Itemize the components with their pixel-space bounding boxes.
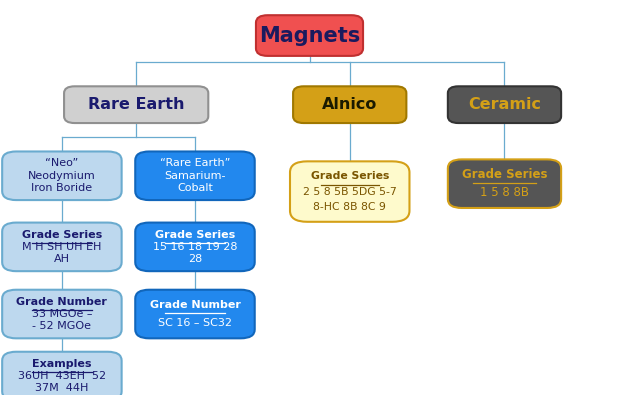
- FancyBboxPatch shape: [135, 290, 255, 338]
- Text: AH: AH: [54, 254, 70, 264]
- FancyBboxPatch shape: [64, 87, 209, 123]
- Text: “Neo”: “Neo”: [45, 158, 79, 168]
- Text: Grade Number: Grade Number: [150, 300, 240, 310]
- FancyBboxPatch shape: [135, 223, 255, 271]
- Text: 36UH  43EH  52: 36UH 43EH 52: [18, 371, 106, 381]
- Text: Grade Series: Grade Series: [462, 168, 547, 181]
- Text: Cobalt: Cobalt: [177, 183, 213, 193]
- Text: Magnets: Magnets: [259, 26, 360, 45]
- Text: 37M  44H: 37M 44H: [35, 384, 89, 393]
- Text: Grade Series: Grade Series: [311, 171, 389, 181]
- FancyBboxPatch shape: [2, 352, 121, 395]
- Text: Grade Series: Grade Series: [155, 229, 235, 239]
- FancyBboxPatch shape: [293, 87, 406, 123]
- FancyBboxPatch shape: [2, 290, 121, 338]
- Text: Iron Boride: Iron Boride: [32, 183, 92, 193]
- FancyBboxPatch shape: [290, 161, 410, 222]
- Text: Rare Earth: Rare Earth: [88, 97, 184, 112]
- Text: Grade Number: Grade Number: [17, 297, 107, 307]
- FancyBboxPatch shape: [448, 159, 561, 208]
- Text: 2 5 8 5B 5DG 5-7: 2 5 8 5B 5DG 5-7: [303, 186, 397, 197]
- FancyBboxPatch shape: [2, 151, 121, 200]
- Text: - 52 MGOe: - 52 MGOe: [32, 322, 92, 331]
- Text: Neodymium: Neodymium: [28, 171, 96, 181]
- FancyBboxPatch shape: [448, 87, 561, 123]
- Text: 28: 28: [188, 254, 202, 264]
- Text: 8-HC 8B 8C 9: 8-HC 8B 8C 9: [313, 202, 386, 212]
- Text: Ceramic: Ceramic: [468, 97, 541, 112]
- Text: 1 5 8 8B: 1 5 8 8B: [480, 186, 529, 199]
- Text: SC 16 – SC32: SC 16 – SC32: [158, 318, 232, 328]
- FancyBboxPatch shape: [2, 223, 121, 271]
- Text: Examples: Examples: [32, 359, 92, 369]
- Text: Samarium-: Samarium-: [164, 171, 226, 181]
- Text: Alnico: Alnico: [322, 97, 378, 112]
- FancyBboxPatch shape: [256, 15, 363, 56]
- Text: M H SH UH EH: M H SH UH EH: [22, 242, 102, 252]
- Text: “Rare Earth”: “Rare Earth”: [160, 158, 230, 168]
- Text: 15 16 18 19 28: 15 16 18 19 28: [153, 242, 237, 252]
- FancyBboxPatch shape: [135, 151, 255, 200]
- Text: 33 MGOe –: 33 MGOe –: [32, 309, 92, 319]
- Text: Grade Series: Grade Series: [22, 229, 102, 239]
